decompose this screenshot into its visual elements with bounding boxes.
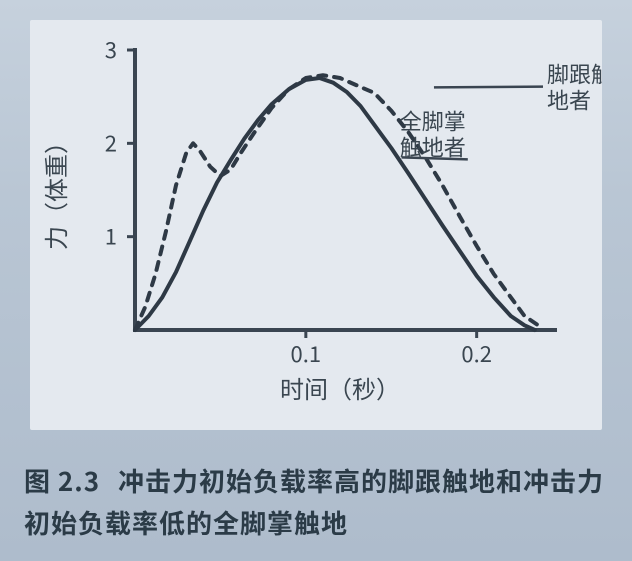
figure-number: 图 2.3 [24,462,100,499]
x-tick-label: 0.2 [461,337,492,369]
y-tick-label: 3 [105,33,117,65]
page: 1 2 3 0.1 0.2 时间（秒） 力（体重） 脚跟触地者全脚掌触地者 图 2.3冲击力初… [0,0,632,561]
annotations: 脚跟触地者全脚掌触地者 [400,58,602,163]
y-tick-label: 2 [105,126,117,158]
x-tick-label: 0.1 [291,337,322,369]
series-midfoot_strike [135,78,535,330]
y-axis-label: 力（体重） [37,130,72,250]
figure-caption: 图 2.3冲击力初始负载率高的脚跟触地和冲击力初始负载率低的全脚掌触地 [24,460,610,544]
chart-panel: 1 2 3 0.1 0.2 时间（秒） 力（体重） 脚跟触地者全脚掌触地者 [30,20,602,430]
series-heel_strike [135,75,538,330]
x-axis-label: 时间（秒） [280,370,400,405]
axes: 1 2 3 0.1 0.2 时间（秒） 力（体重） [37,33,555,405]
force-time-chart: 1 2 3 0.1 0.2 时间（秒） 力（体重） 脚跟触地者全脚掌触地者 [30,20,602,430]
label-midfoot-line1: 触地者 [400,130,466,162]
series-group [135,75,538,330]
figure-caption-text: 冲击力初始负载率高的脚跟触地和冲击力初始负载率低的全脚掌触地 [24,462,604,541]
label-heel-line1: 地者 [547,84,591,116]
leader-heel [434,87,543,88]
y-tick-label: 1 [105,220,117,252]
